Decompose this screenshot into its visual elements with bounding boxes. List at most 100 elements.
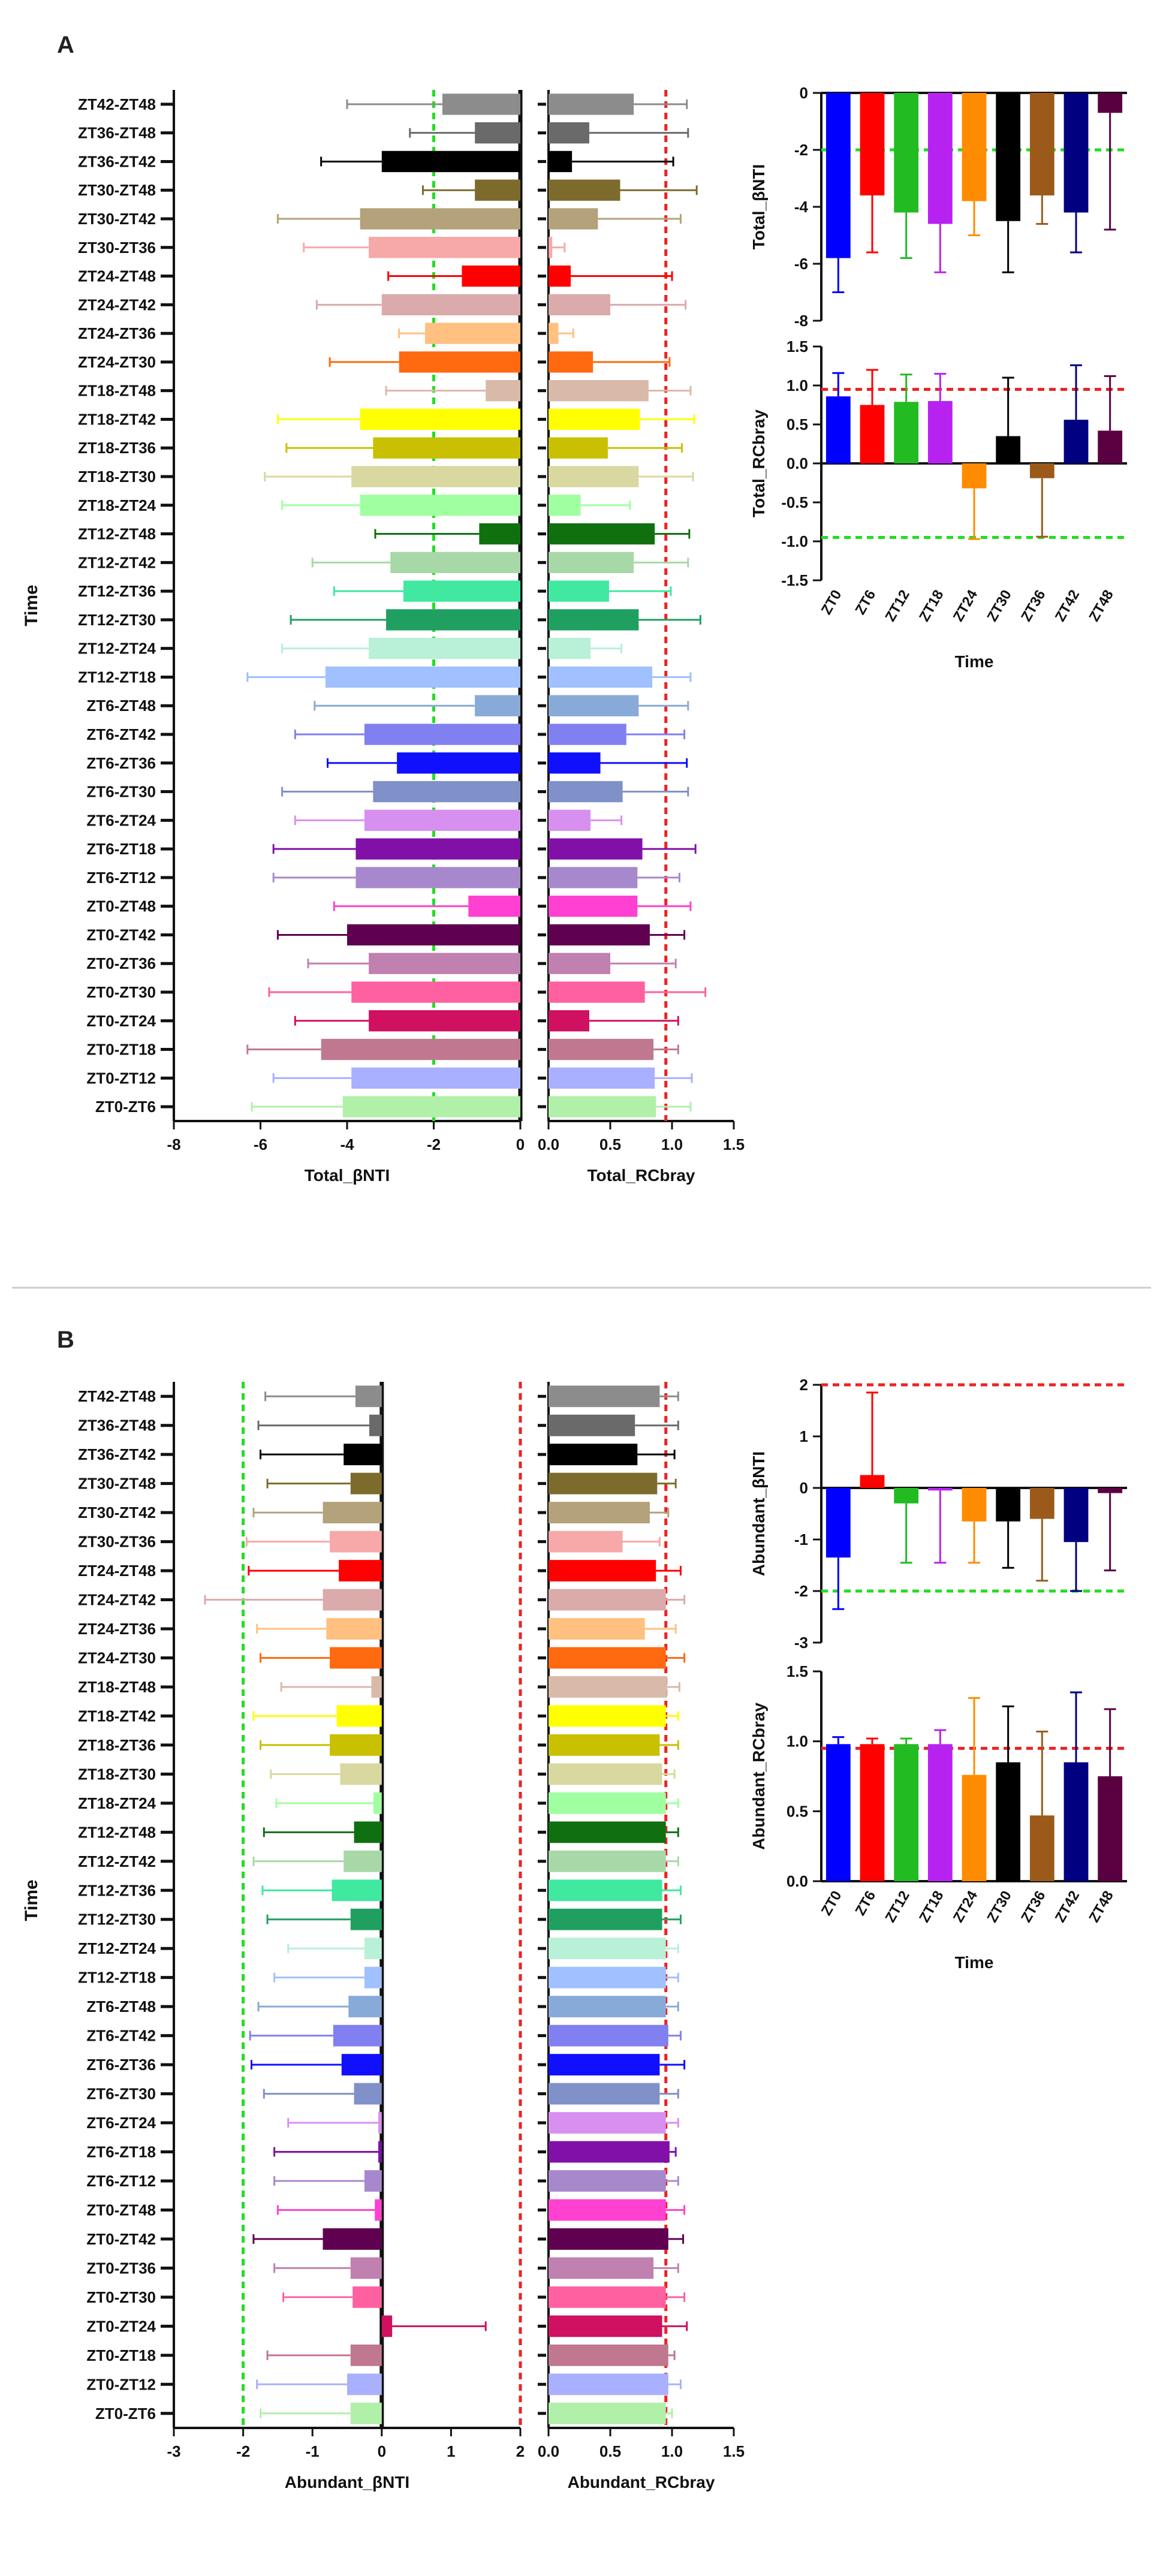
- bar-ZT0-ZT18: [350, 2344, 382, 2366]
- bar-ZT0-ZT12: [347, 2373, 382, 2396]
- category-label: ZT0-ZT18: [86, 2346, 156, 2364]
- bar-ZT18-ZT48: [486, 379, 520, 402]
- bar-ZT6-ZT24: [549, 2112, 666, 2134]
- category-label: ZT12-ZT48: [78, 525, 156, 543]
- category-label: ZT12-ZT24: [78, 640, 156, 658]
- bar-ZT12-ZT36: [403, 580, 520, 602]
- bar-ZT12-ZT42: [390, 552, 520, 574]
- y-axis-title: Total_βNTI: [749, 164, 768, 250]
- bar-ZT24: [962, 93, 987, 201]
- bar-ZT0-ZT48: [468, 895, 520, 917]
- bar-ZT0-ZT24: [549, 1010, 589, 1032]
- bar-ZT0-ZT30: [352, 2286, 382, 2308]
- bar-ZT24-ZT42: [323, 1589, 382, 1611]
- category-label: ZT0-ZT30: [86, 2288, 156, 2306]
- bar-ZT18-ZT48: [549, 379, 649, 402]
- bar-ZT30-ZT42: [360, 208, 520, 230]
- x-tick-label: ZT30: [984, 587, 1014, 625]
- category-label: ZT30-ZT48: [78, 181, 156, 199]
- bar-ZT24-ZT30: [330, 1647, 382, 1669]
- bar-ZT0-ZT6: [549, 1096, 656, 1117]
- x-tick-label: ZT18: [916, 587, 947, 625]
- category-label: ZT18-ZT24: [78, 1794, 156, 1812]
- bar-ZT24-ZT36: [549, 323, 559, 344]
- bar-ZT18-ZT36: [549, 437, 608, 459]
- bar-ZT6-ZT24: [378, 2112, 382, 2134]
- x-tick-label: ZT6: [852, 587, 879, 617]
- bar-ZT0-ZT18: [549, 1038, 654, 1060]
- category-label: ZT30-ZT48: [78, 1475, 156, 1493]
- bar-ZT24-ZT42: [381, 294, 520, 316]
- category-label: ZT12-ZT42: [78, 553, 156, 571]
- bar-ZT0-ZT42: [549, 924, 650, 946]
- bar-ZT6-ZT18: [355, 838, 520, 860]
- bar-ZT30-ZT42: [323, 1502, 382, 1524]
- x-tick-label: -2: [427, 1135, 441, 1153]
- category-label: ZT18-ZT30: [78, 1765, 156, 1783]
- y-tick-label: 1: [800, 1427, 808, 1445]
- category-label: ZT6-ZT30: [86, 2085, 156, 2103]
- category-label: ZT30-ZT36: [78, 239, 156, 257]
- bar-ZT30-ZT48: [549, 1472, 658, 1495]
- bar-ZT30: [996, 436, 1021, 463]
- bar-ZT0-ZT42: [323, 2228, 382, 2250]
- bar-ZT6: [860, 93, 885, 195]
- bar-ZT18-ZT42: [549, 1705, 666, 1727]
- bar-ZT48: [1098, 1488, 1123, 1493]
- bar-ZT6-ZT12: [355, 867, 520, 888]
- category-label: ZT6-ZT24: [86, 2114, 156, 2132]
- category-label: ZT0-ZT36: [86, 954, 156, 972]
- bar-ZT36-ZT48: [549, 1414, 635, 1436]
- bar-ZT12-ZT30: [549, 1908, 662, 1930]
- bar-ZT6-ZT18: [549, 838, 643, 860]
- x-tick-label: ZT0: [818, 587, 845, 617]
- category-label: ZT36-ZT48: [78, 1417, 156, 1435]
- A-total-rcbray-group: 0.0 0.5 1.0 1.5 Total_RCbray: [538, 90, 745, 1185]
- x-tick-label: 1.5: [723, 1135, 745, 1153]
- category-label: ZT18-ZT42: [78, 1707, 156, 1725]
- bar-ZT12: [894, 1744, 919, 1881]
- x-axis-title: Time: [955, 1953, 994, 1972]
- y-axis-title: Total_RCbray: [749, 409, 768, 517]
- y-axis-title: Abundant_βNTI: [749, 1451, 768, 1576]
- x-axis-title: Total_RCbray: [587, 1166, 695, 1185]
- x-tick-label: ZT48: [1086, 587, 1116, 625]
- y-axis-title: Abundant_RCbray: [749, 1703, 768, 1850]
- y-tick-label: -3: [794, 1634, 808, 1652]
- bar-ZT12-ZT48: [549, 1821, 666, 1843]
- y-tick-label: 1.5: [787, 338, 808, 355]
- bar-ZT36-ZT48: [369, 1414, 382, 1436]
- x-tick-label: ZT42: [1052, 1888, 1083, 1926]
- bar-ZT24-ZT30: [549, 1647, 666, 1669]
- category-label: ZT18-ZT36: [78, 1736, 156, 1754]
- x-tick-label: 0.5: [599, 2442, 621, 2460]
- bar-ZT12-ZT24: [549, 1938, 666, 1960]
- x-tick-label: -4: [340, 1135, 354, 1153]
- bar-ZT18-ZT36: [549, 1734, 660, 1756]
- category-label: ZT24-ZT30: [78, 1649, 156, 1667]
- category-label: ZT0-ZT12: [86, 2375, 156, 2393]
- bar-ZT6: [860, 1744, 885, 1881]
- bar-ZT42-ZT48: [549, 94, 634, 115]
- bar-ZT6-ZT30: [549, 781, 623, 803]
- bar-ZT24-ZT36: [425, 323, 520, 344]
- category-label: ZT0-ZT48: [86, 2201, 156, 2219]
- bar-ZT48: [1098, 430, 1123, 463]
- bar-ZT30-ZT48: [549, 179, 620, 201]
- category-label: ZT0-ZT12: [86, 1069, 156, 1087]
- category-label: ZT0-ZT24: [86, 2317, 156, 2335]
- bar-ZT18-ZT30: [351, 466, 520, 487]
- x-tick-label: ZT0: [818, 1888, 845, 1918]
- bar-ZT18: [927, 93, 953, 224]
- charts-layer: ZT42-ZT48 ZT36-ZT48 ZT36-ZT42 ZT30-ZT48 ZT30…: [22, 84, 1127, 2491]
- x-axis-title: Time: [955, 652, 994, 671]
- bar-ZT0: [825, 1744, 851, 1881]
- bar-ZT24-ZT42: [549, 294, 610, 316]
- A-total-bnti-group: ZT42-ZT48 ZT36-ZT48 ZT36-ZT42 ZT30-ZT48 ZT30…: [22, 90, 525, 1185]
- bar-ZT12-ZT24: [369, 637, 520, 659]
- bar-ZT0-ZT42: [549, 2228, 668, 2250]
- bar-ZT18-ZT30: [549, 466, 639, 487]
- x-tick-label: -2: [236, 2442, 250, 2460]
- bar-ZT6-ZT48: [475, 695, 520, 716]
- bar-ZT18-ZT42: [336, 1705, 382, 1727]
